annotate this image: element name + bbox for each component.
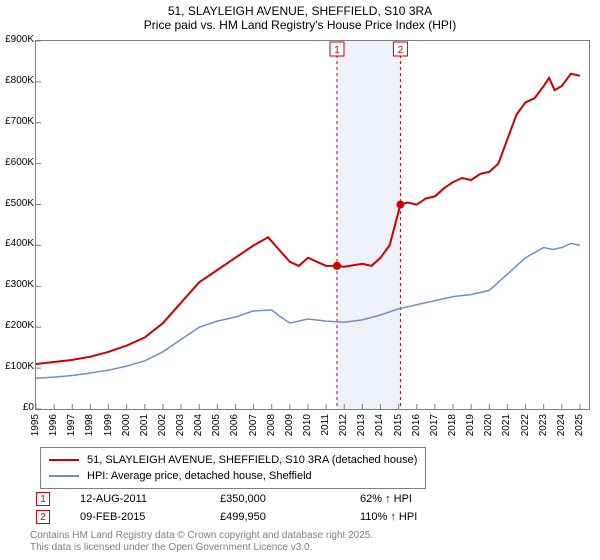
x-axis-label: 2019: [465, 414, 476, 436]
x-axis-label: 2021: [501, 414, 512, 436]
x-axis-label: 2011: [320, 414, 331, 436]
chart-plot-area: 12: [35, 40, 590, 410]
event-delta: 62% ↑ HPI: [360, 493, 500, 505]
y-axis-label: £600K: [0, 157, 34, 168]
chart-title-address: 51, SLAYLEIGH AVENUE, SHEFFIELD, S10 3RA: [0, 4, 600, 18]
y-axis-label: £800K: [0, 75, 34, 86]
event-row: 2 09-FEB-2015 £499,950 110% ↑ HPI: [30, 508, 500, 526]
x-axis-label: 2017: [429, 414, 440, 436]
chart-title-desc: Price paid vs. HM Land Registry's House …: [0, 18, 600, 32]
y-axis-label: £400K: [0, 238, 34, 249]
x-axis-label: 1998: [84, 414, 95, 436]
event-delta: 110% ↑ HPI: [360, 511, 500, 523]
legend-item-price-paid: 51, SLAYLEIGH AVENUE, SHEFFIELD, S10 3RA…: [49, 452, 417, 468]
attribution: Contains HM Land Registry data © Crown c…: [30, 530, 373, 554]
x-axis-label: 2003: [175, 414, 186, 436]
legend-swatch-icon: [49, 459, 79, 461]
x-axis-label: 2018: [447, 414, 458, 436]
x-axis-label: 2008: [266, 414, 277, 436]
event-date: 09-FEB-2015: [80, 511, 220, 523]
event-price: £499,950: [220, 511, 360, 523]
x-axis-label: 2010: [302, 414, 313, 436]
legend: 51, SLAYLEIGH AVENUE, SHEFFIELD, S10 3RA…: [40, 447, 426, 489]
x-axis-label: 2016: [411, 414, 422, 436]
x-axis-label: 1999: [103, 414, 114, 436]
attribution-line: Contains HM Land Registry data © Crown c…: [30, 530, 373, 542]
svg-text:1: 1: [334, 45, 340, 56]
legend-label: HPI: Average price, detached house, Shef…: [87, 470, 312, 482]
x-axis-label: 2025: [574, 414, 585, 436]
x-axis-label: 1997: [66, 414, 77, 436]
event-price: £350,000: [220, 493, 360, 505]
x-axis-label: 2023: [538, 414, 549, 436]
svg-text:2: 2: [398, 45, 404, 56]
x-axis-label: 2024: [556, 414, 567, 436]
event-date: 12-AUG-2011: [80, 493, 220, 505]
line-chart-svg: 12: [36, 41, 589, 409]
x-axis-label: 2000: [121, 414, 132, 436]
x-axis-label: 2001: [139, 414, 150, 436]
x-axis-label: 2020: [483, 414, 494, 436]
event-marker-icon: 2: [36, 510, 50, 524]
x-axis-label: 2012: [338, 414, 349, 436]
events-table: 1 12-AUG-2011 £350,000 62% ↑ HPI 2 09-FE…: [30, 490, 500, 526]
x-axis-label: 2004: [193, 414, 204, 436]
event-row: 1 12-AUG-2011 £350,000 62% ↑ HPI: [30, 490, 500, 508]
x-axis-label: 2009: [284, 414, 295, 436]
x-axis-label: 2022: [520, 414, 531, 436]
y-axis-label: £900K: [0, 34, 34, 45]
x-axis-label: 2014: [374, 414, 385, 436]
y-axis-label: £100K: [0, 361, 34, 372]
event-marker-icon: 1: [36, 492, 50, 506]
x-axis-label: 1995: [30, 414, 41, 436]
attribution-line: This data is licensed under the Open Gov…: [30, 542, 373, 554]
y-axis-label: £700K: [0, 116, 34, 127]
y-axis-label: £0: [0, 402, 34, 413]
x-axis-label: 2007: [248, 414, 259, 436]
x-axis-label: 2015: [393, 414, 404, 436]
x-axis-label: 1996: [48, 414, 59, 436]
y-axis-label: £200K: [0, 320, 34, 331]
y-axis-label: £500K: [0, 198, 34, 209]
legend-swatch-icon: [49, 475, 79, 477]
y-axis-label: £300K: [0, 279, 34, 290]
x-axis-label: 2005: [211, 414, 222, 436]
x-axis-label: 2006: [229, 414, 240, 436]
x-axis-label: 2002: [157, 414, 168, 436]
x-axis-label: 2013: [356, 414, 367, 436]
legend-label: 51, SLAYLEIGH AVENUE, SHEFFIELD, S10 3RA…: [87, 454, 417, 466]
legend-item-hpi: HPI: Average price, detached house, Shef…: [49, 468, 417, 484]
